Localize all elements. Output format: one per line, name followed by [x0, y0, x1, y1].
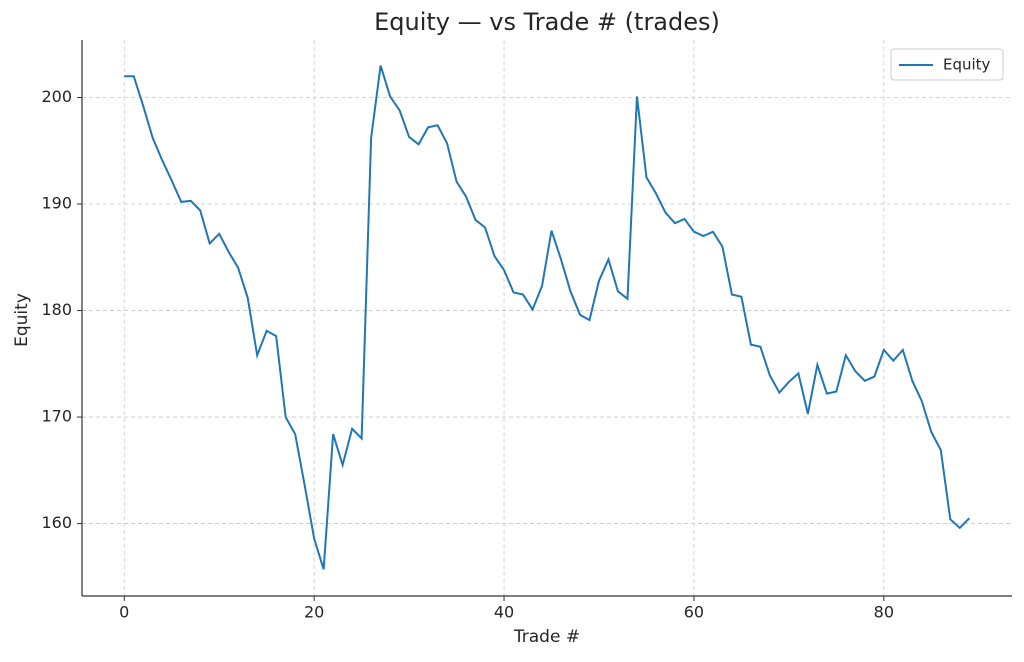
legend-box: [890, 48, 1004, 81]
y-axis-label: Equity: [12, 293, 32, 347]
x-tick-label: 20: [304, 603, 324, 622]
chart-title: Equity — vs Trade # (trades): [374, 8, 720, 36]
x-tick-label: 60: [684, 603, 704, 622]
legend-label: Equity: [943, 56, 991, 74]
y-tick-label: 200: [41, 87, 72, 106]
y-tick-label: 170: [41, 407, 72, 426]
x-tick-label: 80: [874, 603, 894, 622]
x-axis-label: Trade #: [513, 627, 580, 647]
data-line: [124, 65, 970, 570]
y-tick-label: 160: [41, 513, 72, 532]
x-tick-label: 0: [119, 603, 129, 622]
y-tick-label: 180: [41, 300, 72, 319]
y-tick-label: 190: [41, 194, 72, 213]
x-tick-label: 40: [494, 603, 514, 622]
